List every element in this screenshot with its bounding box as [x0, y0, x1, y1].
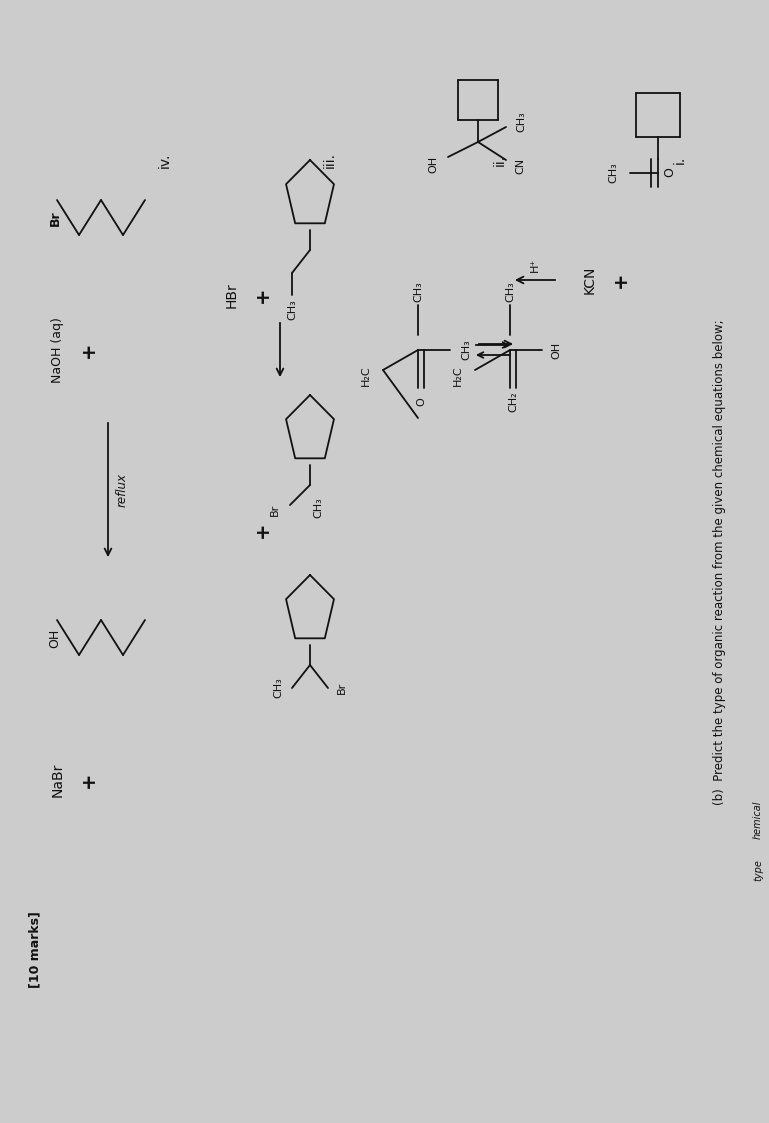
Text: +: +	[78, 341, 98, 358]
Text: KCN: KCN	[583, 266, 597, 294]
Text: CH₂: CH₂	[508, 392, 518, 412]
Text: [10 marks]: [10 marks]	[28, 912, 42, 988]
Text: ii.: ii.	[493, 154, 507, 166]
Text: reflux: reflux	[115, 473, 128, 506]
Text: H₂C: H₂C	[361, 366, 371, 386]
Text: OH: OH	[48, 629, 62, 648]
Text: CH₃: CH₃	[461, 339, 471, 360]
Text: NaOH (aq): NaOH (aq)	[52, 317, 65, 383]
Text: CH₃: CH₃	[505, 282, 515, 302]
Text: H⁺: H⁺	[530, 258, 540, 272]
Text: Br: Br	[270, 504, 280, 517]
Text: CH₃: CH₃	[313, 497, 323, 519]
Text: O: O	[664, 167, 677, 177]
Text: hemical: hemical	[753, 801, 763, 839]
Text: +: +	[611, 272, 630, 289]
Text: iv.: iv.	[158, 153, 172, 167]
Text: CH₃: CH₃	[287, 300, 297, 320]
Text: CH₃: CH₃	[608, 163, 618, 183]
Text: +: +	[252, 522, 271, 538]
Text: +: +	[252, 286, 271, 303]
Text: Br: Br	[48, 210, 62, 226]
Text: type: type	[753, 859, 763, 880]
Text: iii.: iii.	[323, 152, 337, 168]
Text: CH₃: CH₃	[516, 111, 526, 133]
Text: H₂C: H₂C	[453, 366, 463, 386]
Text: OH: OH	[428, 155, 438, 173]
Text: HBr: HBr	[225, 282, 239, 308]
Text: CH₃: CH₃	[413, 282, 423, 302]
Text: Br: Br	[337, 682, 347, 694]
Text: CN: CN	[515, 158, 525, 174]
Text: (b)  Predict the type of organic reaction from the given chemical equations belo: (b) Predict the type of organic reaction…	[714, 319, 727, 805]
Text: i.: i.	[673, 156, 687, 164]
Text: +: +	[78, 772, 98, 788]
Text: CH₃: CH₃	[273, 677, 283, 699]
Text: OH: OH	[551, 341, 561, 358]
Text: NaBr: NaBr	[51, 763, 65, 797]
Text: O: O	[416, 398, 426, 407]
